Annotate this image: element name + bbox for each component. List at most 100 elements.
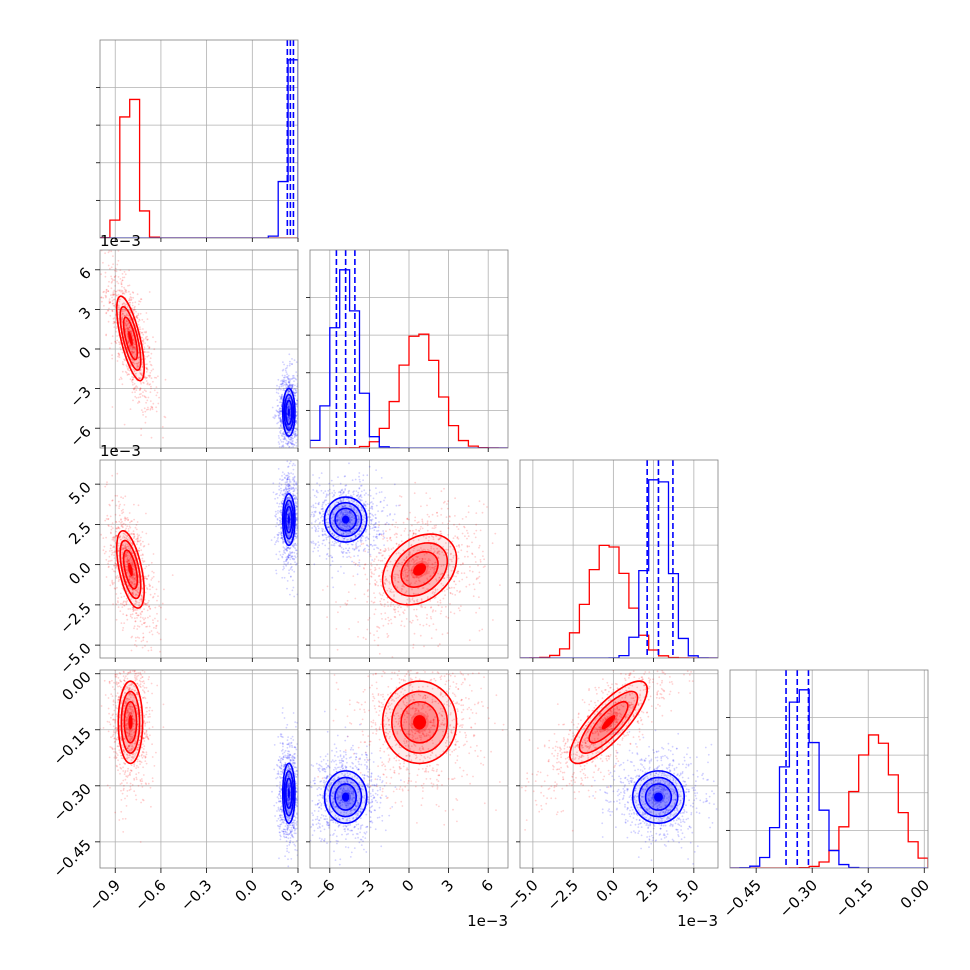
sample-point [293,595,296,598]
sample-point [135,389,138,391]
sample-point [289,554,291,557]
sample-point [279,439,282,441]
sample-point [108,525,110,527]
sample-point [283,383,286,386]
sample-point [149,409,152,411]
sample-point [384,547,387,550]
sample-point [324,490,327,492]
sample-point [290,387,293,390]
sample-point [360,509,362,512]
sample-point [144,363,147,366]
sample-point [354,583,356,586]
sample-point [457,557,460,560]
sample-point [279,526,282,529]
sample-point [110,553,113,556]
sample-point [314,506,317,509]
sample-point [289,411,292,413]
sample-point [426,520,429,523]
sample-point [466,550,469,553]
sample-point [280,395,283,398]
sample-point [285,379,288,382]
sample-point [142,414,145,416]
sample-point [377,626,380,628]
sample-point [140,549,143,552]
sample-point [123,600,125,603]
sample-point [365,638,367,641]
sample-point [388,587,391,590]
sample-point [280,509,283,512]
sample-point [281,502,284,505]
sample-point [286,503,289,506]
sample-point [118,527,121,530]
sample-point [429,575,432,577]
sample-point [131,391,134,394]
sample-point [465,516,467,518]
sample-point [471,541,473,544]
sample-point [292,483,295,486]
sample-point [328,492,331,495]
sample-point [340,500,343,503]
sample-point [295,501,298,504]
sample-point [118,304,120,307]
sample-point [442,501,445,504]
sample-point [405,557,408,560]
sample-point [288,437,290,439]
sample-point [287,556,290,559]
sample-point [115,504,118,507]
sample-point [285,450,287,452]
sample-point [291,377,294,380]
sample-point [118,341,120,344]
sample-point [152,595,155,598]
sample-point [367,595,369,598]
sample-point [421,558,424,560]
sample-point [413,632,416,635]
sample-point [425,492,428,494]
sample-point [128,297,131,300]
sample-point [405,556,408,559]
sample-point [349,505,352,508]
sample-point [111,300,114,302]
sample-point [460,605,462,607]
sample-point [287,504,290,507]
sample-point [119,503,121,506]
sample-point [325,558,328,560]
sample-point [121,606,124,608]
sample-point [125,291,128,293]
sample-point [468,545,471,548]
sample-point [287,527,290,530]
sample-point [288,572,290,575]
sample-point [352,493,355,496]
sample-point [123,536,126,538]
sample-point [124,288,126,291]
sample-point [440,536,443,539]
sample-point [429,497,431,500]
sample-point [288,509,290,512]
sample-point [128,512,131,514]
sample-point [426,529,429,532]
sample-point [126,618,129,621]
sample-point [132,345,134,348]
sample-point [140,594,143,597]
sample-point [326,585,329,588]
sample-point [124,555,127,558]
sample-point [440,582,443,585]
sample-point [341,513,344,515]
sample-point [446,576,449,578]
sample-point [127,341,130,344]
sample-point [123,536,126,539]
sample-point [117,601,119,604]
sample-point [453,612,456,615]
sample-point [372,524,375,526]
sample-point [289,408,292,411]
sample-point [406,518,409,520]
sample-point [331,560,334,563]
sample-point [134,386,137,388]
sample-point [287,523,289,526]
sample-point [466,537,468,540]
sample-point [115,535,117,538]
sample-point [358,487,361,490]
sample-point [131,563,134,566]
sample-point [279,397,282,400]
sample-point [133,577,136,579]
sample-point [287,513,289,516]
